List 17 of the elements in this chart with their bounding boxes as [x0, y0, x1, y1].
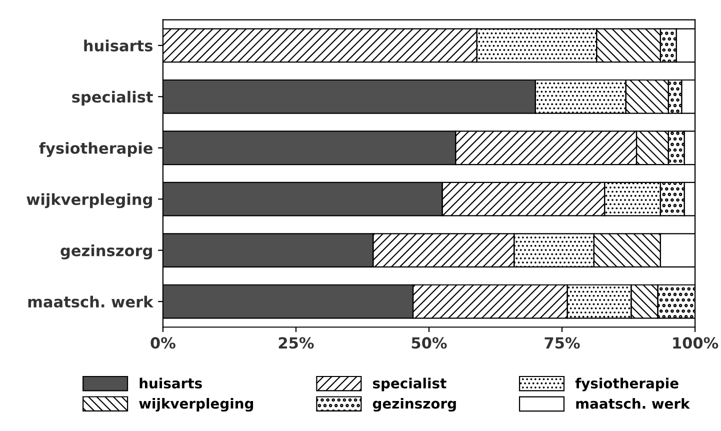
legend-label: gezinszorg [372, 398, 456, 412]
y-tick-label: wijkverpleging [26, 193, 152, 208]
x-tick-label: 25% [278, 337, 314, 349]
y-tick-label: gezinszorg [60, 244, 152, 260]
legend-label: maatsch. werk [576, 398, 690, 409]
legend-label: wijkverpleging [139, 398, 254, 412]
x-tick-label: 100% [673, 337, 718, 349]
y-tick-label: specialist [72, 90, 153, 106]
x-tick-label: 0% [150, 337, 176, 349]
y-tick-label: huisarts [84, 40, 153, 52]
legend-label: fysiotherapie [575, 378, 678, 392]
y-tick-label: maatsch. werk [28, 296, 154, 308]
y-tick-label: fysiotherapie [39, 142, 152, 157]
legend-label: specialist [372, 378, 446, 392]
x-tick-label: 50% [412, 337, 447, 349]
x-tick-label: 75% [544, 337, 580, 349]
legend-label: huisarts [140, 378, 202, 389]
